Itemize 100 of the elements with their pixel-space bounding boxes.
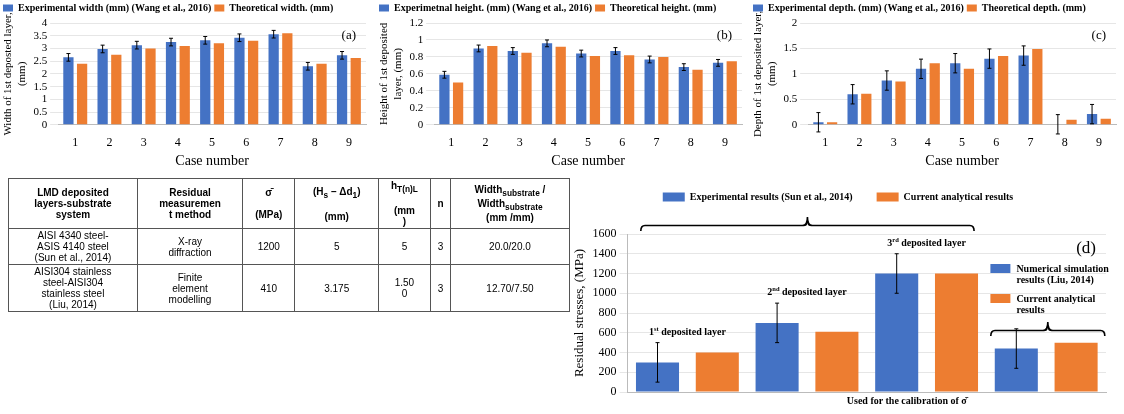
y-tick-label: 600 bbox=[598, 324, 617, 339]
bar bbox=[826, 122, 838, 125]
x-tick-label: 9 bbox=[1095, 135, 1102, 150]
x-tick-label: 7 bbox=[653, 135, 660, 150]
y-tick-label: 800 bbox=[598, 305, 617, 320]
bar bbox=[1032, 48, 1043, 125]
text: 3.175 bbox=[324, 282, 350, 294]
y-axis-title: Width of 1st deposted layer, (mm) bbox=[1, 11, 28, 136]
bar bbox=[929, 63, 940, 125]
legend-label: Theoretical height. (mm) bbox=[610, 1, 717, 14]
y-axis-title: Height of 1st deposited layer, (mm) bbox=[377, 22, 404, 126]
bar bbox=[950, 63, 961, 125]
x-tick-label: 8 bbox=[311, 135, 318, 150]
y-tick-label: 1200 bbox=[592, 265, 617, 280]
text: AISI304 stainless steel-AISI304 stainless steel (Liu, 2014) bbox=[34, 266, 112, 310]
y-tick-label: 2 bbox=[791, 15, 798, 28]
x-tick-label: 5 bbox=[209, 135, 216, 150]
bar bbox=[589, 56, 601, 125]
bar bbox=[179, 45, 190, 125]
text: 5 bbox=[333, 241, 340, 252]
bar bbox=[165, 42, 177, 125]
bar bbox=[247, 40, 259, 125]
y-tick-label: 1600 bbox=[592, 226, 617, 241]
y-tick-label: 1400 bbox=[592, 245, 617, 260]
x-axis-title: Used for the calibration of σ̄ bbox=[846, 395, 967, 406]
x-axis-title: Case number bbox=[925, 153, 1000, 169]
bar bbox=[213, 43, 225, 125]
bar bbox=[234, 37, 245, 125]
y-tick-label: 0.5 bbox=[33, 104, 48, 117]
bar bbox=[875, 273, 919, 392]
bar bbox=[813, 122, 824, 125]
category-label: n bbox=[430, 178, 451, 229]
y-tick-label: 400 bbox=[598, 344, 617, 359]
bar bbox=[963, 68, 975, 125]
x-tick-label: 8 bbox=[1061, 135, 1068, 150]
x-tick-label: 9 bbox=[721, 135, 728, 150]
x-tick-label: 1 bbox=[822, 135, 829, 150]
legend-label: Experimental width (mm) (Wang et al., 2016) bbox=[18, 1, 212, 14]
text: 5 bbox=[401, 241, 408, 252]
y-tick-label: 0 bbox=[417, 117, 424, 130]
x-axis-title: Case number bbox=[175, 153, 250, 169]
bar bbox=[895, 81, 906, 125]
y-tick-label: 1000 bbox=[592, 285, 617, 300]
bar bbox=[726, 61, 737, 125]
x-tick-label: 1 bbox=[448, 135, 455, 150]
category-label: 3 bbox=[437, 282, 444, 294]
y-tick-label: 4 bbox=[41, 15, 48, 28]
bar bbox=[350, 58, 361, 125]
bar bbox=[695, 352, 739, 392]
text: 20.0/20.0 bbox=[489, 241, 531, 252]
bar bbox=[997, 56, 1009, 125]
bar bbox=[610, 51, 621, 125]
bar bbox=[473, 48, 484, 125]
bar bbox=[692, 69, 703, 125]
annotation: (c) bbox=[1091, 26, 1106, 42]
x-tick-label: 5 bbox=[959, 135, 966, 150]
category-label: Width$_{substrate}$ / Width$_{substrate}$ (mm /mm) bbox=[474, 184, 546, 223]
y-tick-label: 0.2 bbox=[409, 100, 424, 113]
bar bbox=[200, 40, 211, 125]
x-tick-label: 4 bbox=[174, 135, 181, 150]
annotation: (b) bbox=[716, 26, 732, 42]
bar bbox=[145, 48, 156, 125]
annotation: (d) bbox=[1076, 237, 1096, 257]
bar bbox=[994, 348, 1038, 392]
bar bbox=[97, 48, 108, 125]
text: X-ray diffraction bbox=[168, 235, 212, 258]
bar bbox=[268, 34, 279, 125]
bar bbox=[282, 33, 293, 125]
bar bbox=[555, 46, 566, 125]
annotation: (a) bbox=[341, 26, 356, 42]
bar bbox=[131, 45, 142, 125]
bar bbox=[635, 362, 680, 392]
bar bbox=[815, 331, 859, 392]
y-tick-label: 2.5 bbox=[33, 54, 48, 67]
category-label: (H$_{s}$ – Δd$_{1}$) (mm) bbox=[312, 185, 361, 222]
x-tick-label: 2 bbox=[106, 135, 113, 150]
y-tick-label: 3 bbox=[41, 41, 48, 54]
x-tick-label: 9 bbox=[345, 135, 352, 150]
x-tick-label: 2 bbox=[482, 135, 489, 150]
category-label: σ̄ (MPa) bbox=[242, 178, 295, 229]
text: Finite element modelling bbox=[168, 271, 212, 305]
bar bbox=[76, 63, 88, 125]
bar bbox=[111, 54, 122, 125]
text: 1.50 0 bbox=[394, 277, 415, 299]
bar bbox=[1054, 342, 1098, 392]
bar bbox=[934, 273, 979, 392]
y-tick-label: 2 bbox=[41, 66, 48, 79]
bar bbox=[755, 322, 799, 392]
bar bbox=[541, 43, 553, 125]
category-label: h$_{T(n)L}$ (mm ) bbox=[390, 180, 418, 227]
legend-label: Experimetnal height. (mm) (Wang et al., 2016) bbox=[394, 1, 593, 14]
bar bbox=[1018, 55, 1029, 125]
x-tick-label: 4 bbox=[550, 135, 557, 150]
bar bbox=[487, 45, 498, 125]
x-tick-label: 7 bbox=[1027, 135, 1034, 150]
y-tick-label: 1.2 bbox=[409, 15, 424, 28]
y-tick-label: 0.8 bbox=[409, 49, 424, 62]
bar bbox=[658, 56, 669, 125]
x-tick-label: 6 bbox=[993, 135, 1000, 150]
bar bbox=[439, 74, 450, 125]
